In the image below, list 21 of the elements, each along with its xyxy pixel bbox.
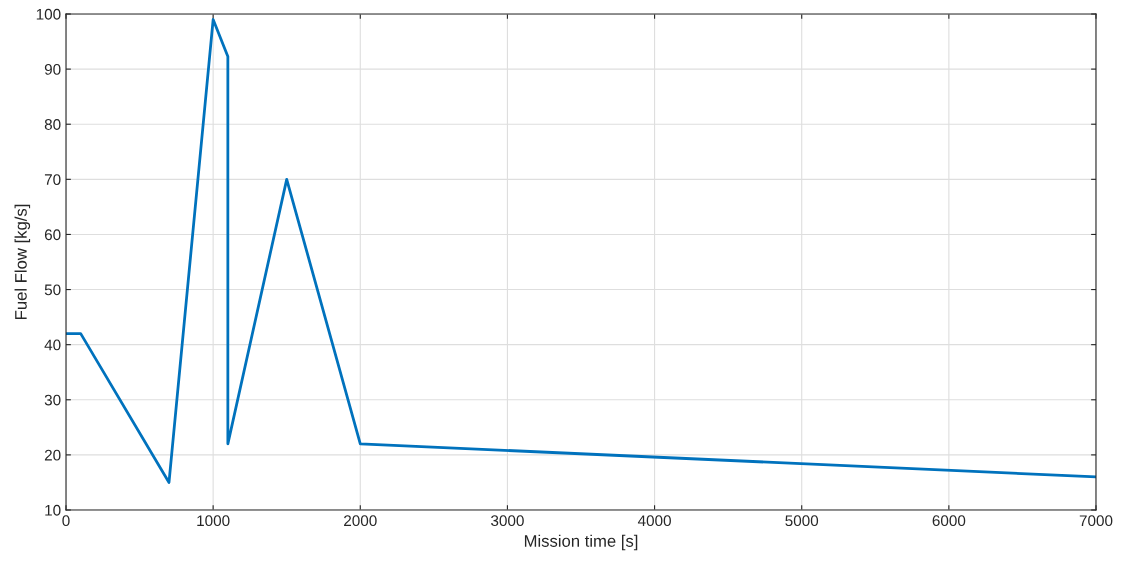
line-series bbox=[66, 18, 1096, 484]
y-tick-label: 50 bbox=[44, 284, 61, 296]
y-tick-label: 70 bbox=[44, 174, 61, 186]
x-tick-label: 2000 bbox=[344, 515, 377, 527]
y-tick-label: 100 bbox=[36, 8, 61, 20]
y-tick-label: 80 bbox=[44, 119, 61, 130]
x-tick-label: 1000 bbox=[197, 515, 230, 527]
y-tick-label: 90 bbox=[44, 63, 61, 75]
x-tick-label: 0 bbox=[62, 515, 70, 527]
y-tick-label: 40 bbox=[44, 339, 61, 351]
x-tick-label: 6000 bbox=[932, 515, 966, 527]
x-axis-title: Mission time [s] bbox=[524, 534, 638, 551]
x-tick-label: 3000 bbox=[491, 515, 524, 527]
x-tick-label: 5000 bbox=[785, 515, 819, 527]
y-tick-label: 20 bbox=[44, 449, 61, 461]
y-tick-label: 10 bbox=[45, 504, 61, 516]
y-tick-label: 30 bbox=[44, 394, 61, 406]
y-tick-label: 60 bbox=[44, 229, 61, 241]
y-axis-title: Fuel Flow [kg/s] bbox=[14, 204, 31, 319]
x-tick-label: 7000 bbox=[1079, 515, 1113, 527]
x-tick-label: 4000 bbox=[637, 515, 671, 527]
